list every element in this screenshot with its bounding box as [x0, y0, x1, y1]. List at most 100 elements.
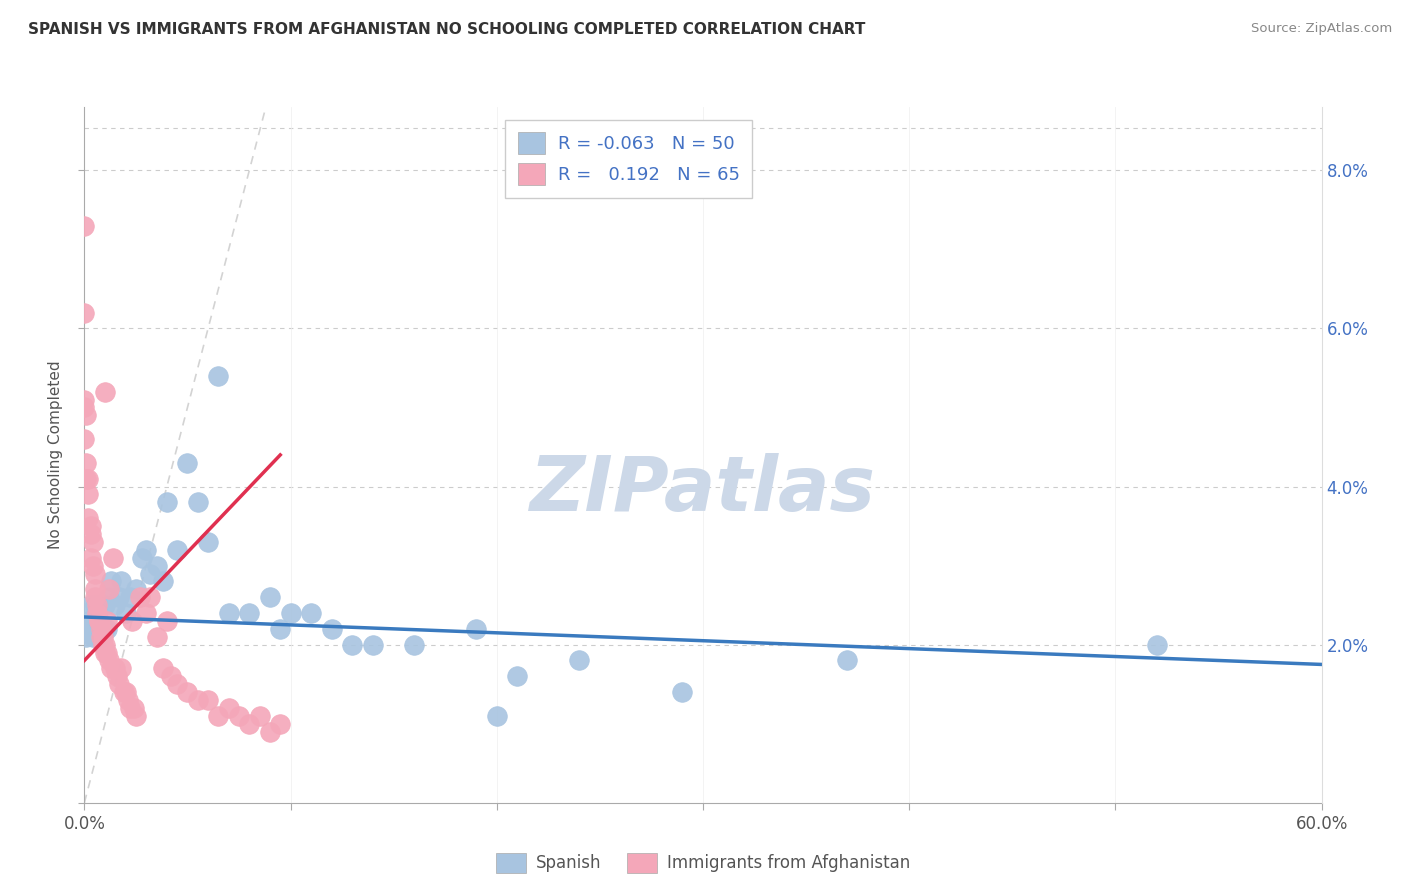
Point	[156, 614, 179, 628]
Point	[79, 550, 101, 565]
Point	[75, 472, 97, 486]
Point	[166, 677, 188, 691]
Point	[156, 495, 179, 509]
Point	[91, 630, 114, 644]
Point	[228, 708, 250, 723]
Point	[131, 550, 153, 565]
Point	[837, 653, 859, 667]
Point	[110, 661, 132, 675]
Point	[568, 653, 591, 667]
Point	[79, 527, 101, 541]
Point	[100, 574, 122, 589]
Point	[280, 606, 302, 620]
Point	[83, 622, 105, 636]
Point	[342, 638, 364, 652]
Text: ZIPatlas: ZIPatlas	[530, 453, 876, 526]
Point	[86, 598, 108, 612]
Point	[259, 724, 281, 739]
Point	[94, 646, 117, 660]
Point	[77, 472, 100, 486]
Point	[73, 432, 96, 446]
Point	[197, 534, 219, 549]
Point	[87, 614, 110, 628]
Point	[269, 716, 291, 731]
Point	[96, 646, 118, 660]
Point	[207, 708, 229, 723]
Point	[121, 614, 143, 628]
Point	[94, 598, 117, 612]
Point	[83, 566, 105, 581]
Point	[218, 701, 240, 715]
Point	[75, 409, 97, 423]
Point	[135, 542, 157, 557]
Point	[83, 591, 105, 605]
Point	[269, 622, 291, 636]
Point	[197, 693, 219, 707]
Point	[114, 685, 136, 699]
Point	[238, 606, 260, 620]
Point	[98, 582, 121, 597]
Point	[94, 638, 117, 652]
Point	[249, 708, 271, 723]
Point	[105, 669, 128, 683]
Point	[118, 701, 141, 715]
Point	[98, 591, 121, 605]
Point	[404, 638, 426, 652]
Point	[87, 622, 110, 636]
Point	[75, 456, 97, 470]
Point	[77, 487, 100, 501]
Point	[122, 701, 145, 715]
Point	[108, 591, 131, 605]
Point	[152, 661, 174, 675]
Point	[218, 606, 240, 620]
Point	[87, 614, 110, 628]
Point	[91, 622, 114, 636]
Point	[73, 401, 96, 415]
Point	[187, 495, 209, 509]
Point	[118, 591, 141, 605]
Point	[112, 685, 135, 699]
Point	[129, 591, 152, 605]
Point	[94, 384, 117, 399]
Point	[152, 574, 174, 589]
Text: Source: ZipAtlas.com: Source: ZipAtlas.com	[1251, 22, 1392, 36]
Point	[139, 591, 162, 605]
Point	[671, 685, 693, 699]
Point	[86, 606, 108, 620]
Point	[98, 653, 121, 667]
Point	[465, 622, 488, 636]
Point	[117, 693, 139, 707]
Point	[83, 598, 105, 612]
Point	[82, 534, 104, 549]
Point	[176, 685, 198, 699]
Point	[86, 606, 108, 620]
Point	[145, 630, 167, 644]
Point	[91, 638, 114, 652]
Point	[73, 219, 96, 233]
Point	[166, 542, 188, 557]
Point	[82, 630, 104, 644]
Point	[139, 566, 162, 581]
Point	[77, 511, 100, 525]
Point	[108, 677, 131, 691]
Point	[96, 622, 118, 636]
Point	[104, 598, 127, 612]
Point	[485, 708, 508, 723]
Point	[176, 456, 198, 470]
Point	[125, 582, 148, 597]
Point	[103, 550, 125, 565]
Point	[90, 630, 112, 644]
Point	[160, 669, 183, 683]
Point	[207, 368, 229, 383]
Point	[82, 558, 104, 573]
Point	[79, 519, 101, 533]
Y-axis label: No Schooling Completed: No Schooling Completed	[48, 360, 63, 549]
Point	[506, 669, 529, 683]
Point	[104, 661, 127, 675]
Point	[299, 606, 322, 620]
Point	[125, 708, 148, 723]
Point	[187, 693, 209, 707]
Point	[75, 630, 97, 644]
Point	[259, 591, 281, 605]
Text: SPANISH VS IMMIGRANTS FROM AFGHANISTAN NO SCHOOLING COMPLETED CORRELATION CHART: SPANISH VS IMMIGRANTS FROM AFGHANISTAN N…	[28, 22, 866, 37]
